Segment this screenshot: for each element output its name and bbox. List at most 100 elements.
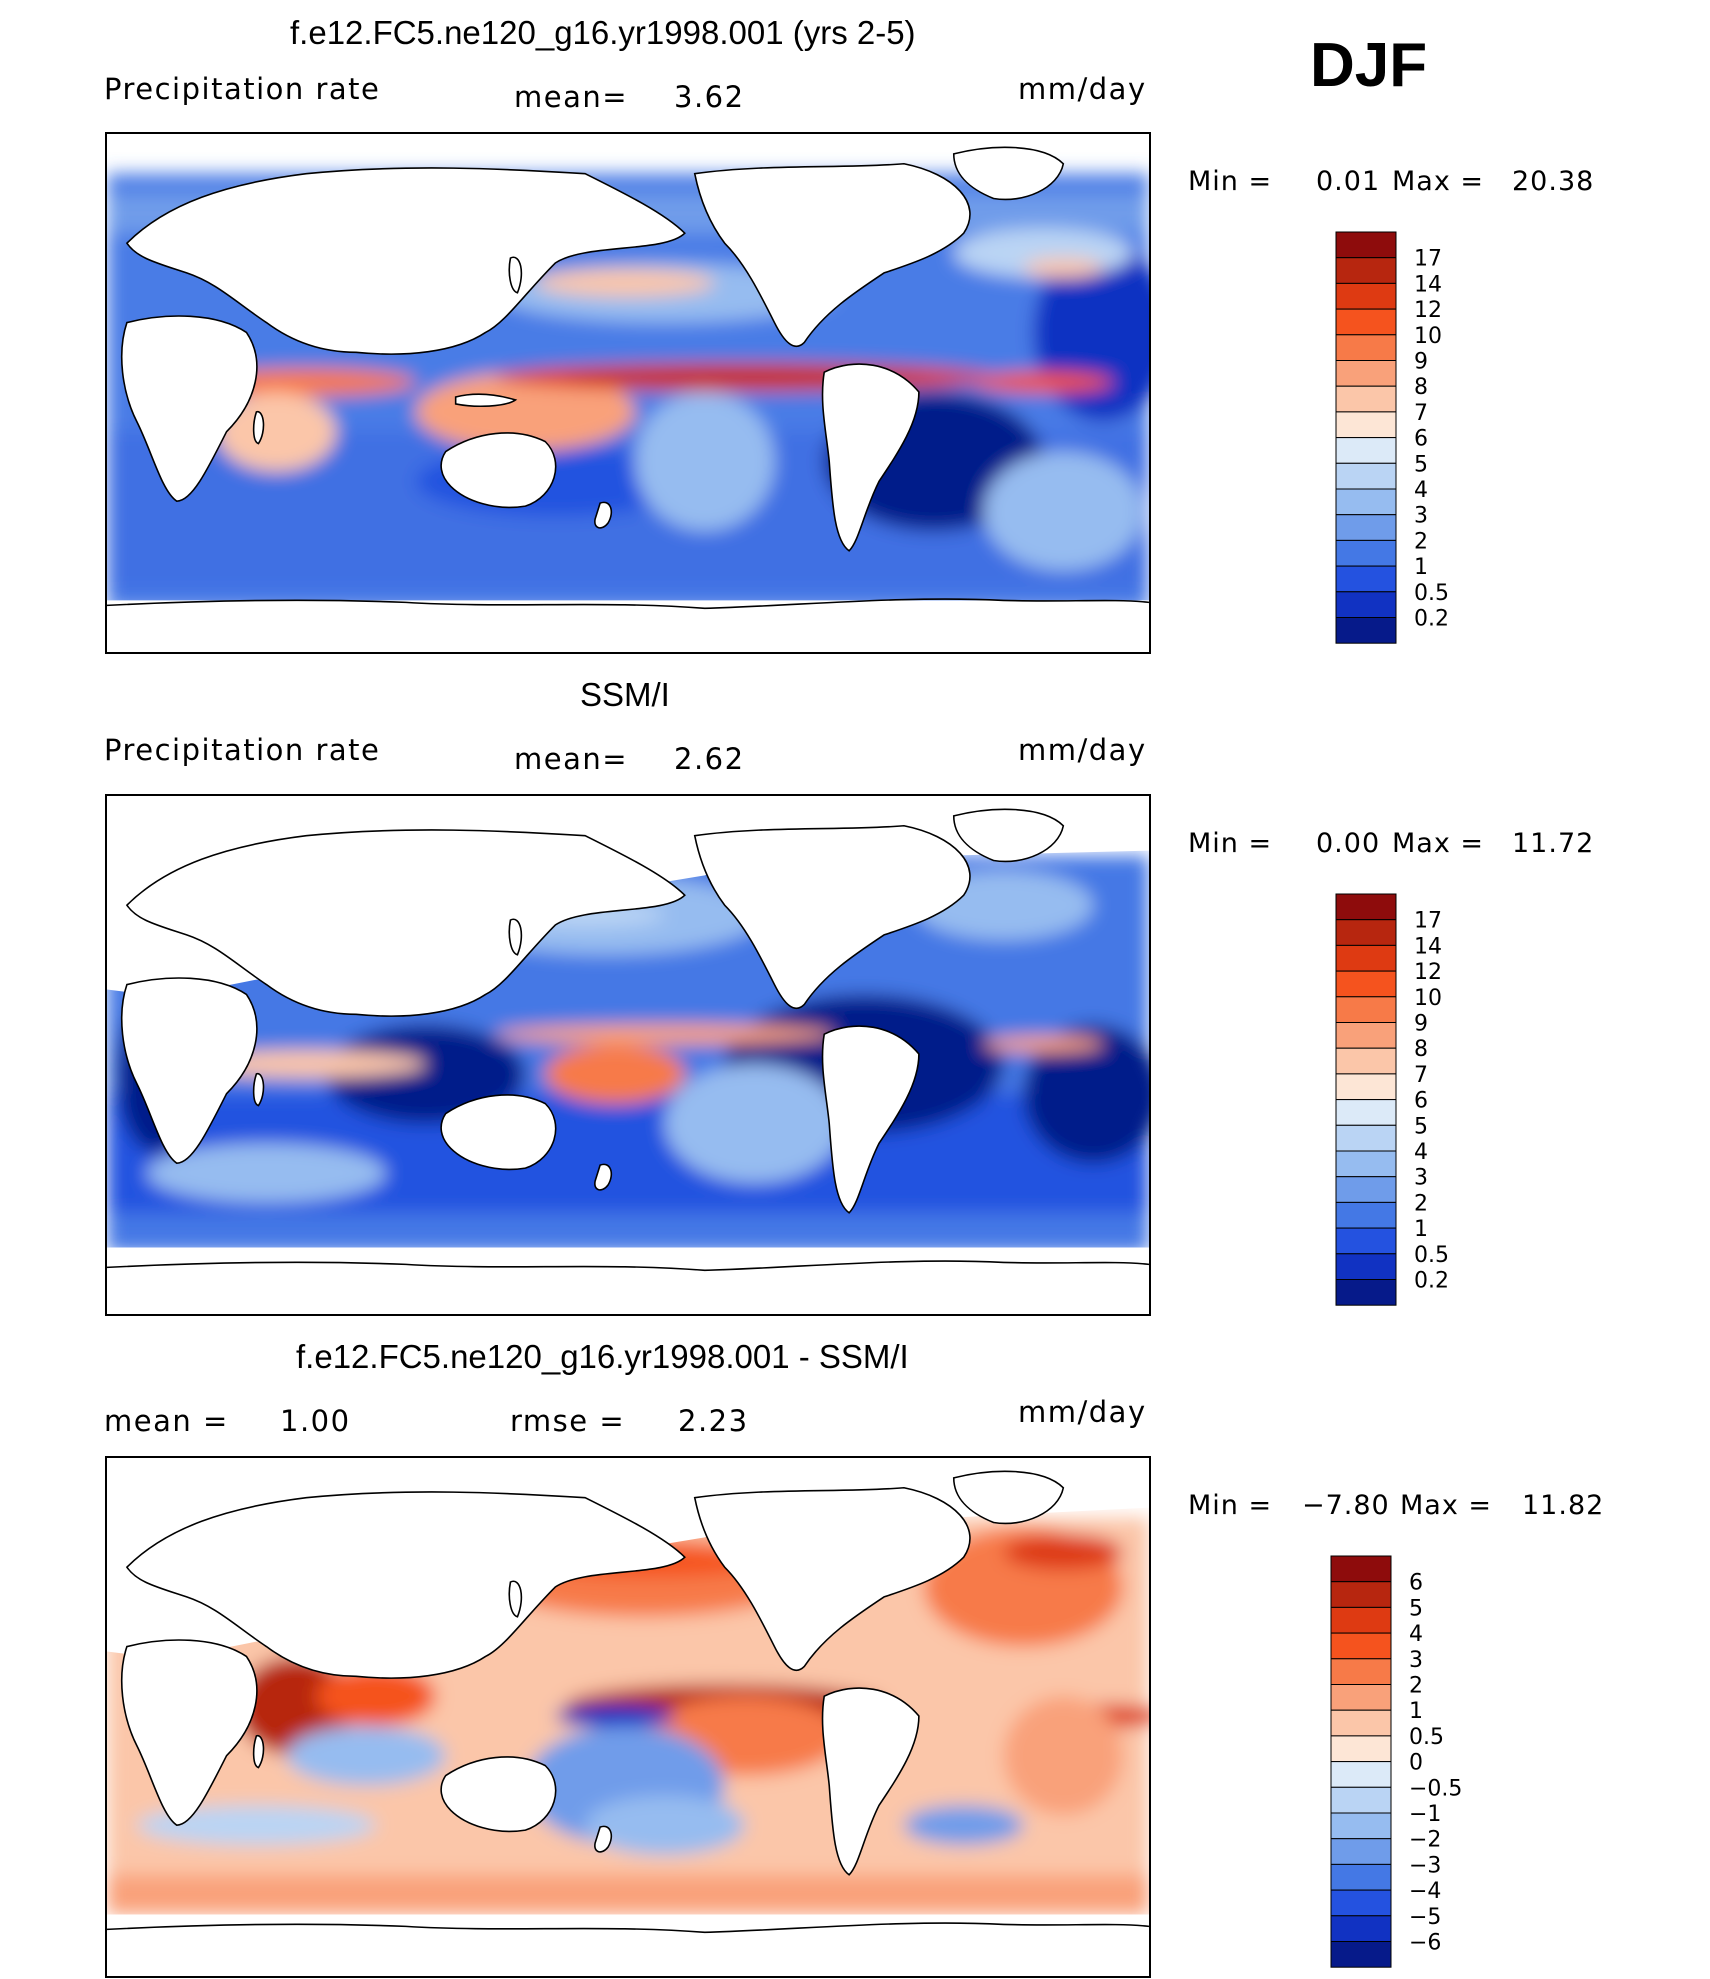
colorbar-tick-label: −0.5 <box>1409 1776 1462 1801</box>
colorbar-swatch <box>1335 1150 1397 1178</box>
colorbar-tick-label: 12 <box>1414 298 1442 323</box>
colorbar-swatch <box>1330 1761 1392 1788</box>
panel1-title: f.e12.FC5.ne120_g16.yr1998.001 (yrs 2-5) <box>290 14 916 51</box>
colorbar-tick-label: 0.5 <box>1414 581 1449 606</box>
colorbar-tick-label: 7 <box>1414 1063 1428 1088</box>
panel3-colorbar: 6 5 4 3 2 1 0.5 0 −0.5 −1 −2 −3 −4 −5 −6 <box>1330 1555 1480 1968</box>
colorbar-tick-label: 1 <box>1414 1217 1428 1242</box>
panel2-mean-value: 2.62 <box>674 742 745 776</box>
colorbar-swatch <box>1335 488 1397 516</box>
colorbar-swatch <box>1335 591 1397 618</box>
colorbar-swatch <box>1330 1786 1392 1814</box>
colorbar-tick-label: 3 <box>1414 504 1428 529</box>
panel2-map-svg <box>107 796 1149 1314</box>
colorbar-tick-label: 1 <box>1409 1699 1423 1724</box>
colorbar-tick-label: 10 <box>1414 324 1442 349</box>
colorbar-swatch <box>1330 1658 1392 1686</box>
panel2-min-label: Min = <box>1188 828 1273 859</box>
panel3-min-value: −7.80 <box>1302 1490 1390 1521</box>
colorbar-swatch <box>1330 1555 1392 1583</box>
colorbar-swatch <box>1335 360 1397 387</box>
colorbar-swatch <box>1330 1632 1392 1660</box>
panel3-map-svg <box>107 1458 1149 1976</box>
panel3-rmse-label: rmse = <box>510 1404 626 1438</box>
panel1-max-value: 20.38 <box>1512 166 1595 197</box>
colorbar-tick-label: 14 <box>1414 934 1442 959</box>
panel3-map <box>105 1456 1151 1978</box>
panel2-map <box>105 794 1151 1316</box>
colorbar-swatch <box>1335 385 1397 413</box>
colorbar-tick-label: 4 <box>1409 1622 1423 1647</box>
panel2-variable-label: Precipitation rate <box>104 733 381 767</box>
panel3-max-value: 11.82 <box>1522 1490 1605 1521</box>
colorbar-tick-label: 6 <box>1414 1089 1428 1114</box>
colorbar-tick-label: −4 <box>1409 1879 1441 1904</box>
panel2-max-label: Max = <box>1392 828 1485 859</box>
panel3-title: f.e12.FC5.ne120_g16.yr1998.001 - SSM/I <box>296 1338 909 1375</box>
colorbar-swatch <box>1335 1201 1397 1229</box>
colorbar-tick-label: 5 <box>1409 1596 1423 1621</box>
colorbar-tick-label: 9 <box>1414 350 1428 375</box>
colorbar-tick-label: 0.2 <box>1414 1269 1449 1294</box>
colorbar-swatch <box>1335 462 1397 490</box>
colorbar-swatch <box>1335 893 1397 921</box>
colorbar-tick-label: 1 <box>1414 555 1428 580</box>
colorbar-swatch <box>1335 282 1397 310</box>
colorbar-swatch <box>1335 411 1397 439</box>
panel1-mean-label: mean= <box>514 80 629 114</box>
colorbar-tick-label: 17 <box>1414 909 1442 934</box>
colorbar-tick-label: 6 <box>1414 427 1428 452</box>
colorbar-tick-label: 0.2 <box>1414 607 1449 632</box>
colorbar-tick-label: 0 <box>1409 1751 1423 1776</box>
colorbar-tick-label: 4 <box>1414 1140 1428 1165</box>
panel3-rmse-value: 2.23 <box>678 1404 749 1438</box>
colorbar-swatch <box>1330 1889 1392 1917</box>
colorbar-swatch <box>1330 1838 1392 1865</box>
colorbar-swatch <box>1335 1047 1397 1075</box>
colorbar-swatch <box>1330 1941 1392 1968</box>
colorbar-swatch <box>1335 1253 1397 1280</box>
panel1-colorbar: 17 14 12 10 9 8 7 6 5 4 3 2 1 0.5 0.2 <box>1335 231 1475 644</box>
colorbar-tick-label: 8 <box>1414 375 1428 400</box>
colorbar-swatch <box>1335 257 1397 284</box>
panel1-min-label: Min = <box>1188 166 1273 197</box>
colorbar-tick-label: 3 <box>1409 1648 1423 1673</box>
panel2-colorbar: 17 14 12 10 9 8 7 6 5 4 3 2 1 0.5 0.2 <box>1335 893 1475 1306</box>
colorbar-swatch <box>1335 514 1397 541</box>
colorbar-swatch <box>1335 539 1397 567</box>
panel3-units: mm/day <box>1018 1395 1147 1429</box>
panel3-mean-value: 1.00 <box>280 1404 351 1438</box>
colorbar-tick-label: 0.5 <box>1414 1243 1449 1268</box>
colorbar-swatch <box>1335 308 1397 336</box>
colorbar-swatch <box>1335 1176 1397 1203</box>
panel2-mean-label: mean= <box>514 742 629 776</box>
panel1-units: mm/day <box>1018 72 1147 106</box>
season-label: DJF <box>1310 31 1428 100</box>
colorbar-swatch <box>1330 1863 1392 1891</box>
colorbar-swatch <box>1330 1812 1392 1840</box>
panel2-units: mm/day <box>1018 733 1147 767</box>
colorbar-tick-label: 9 <box>1414 1012 1428 1037</box>
colorbar-tick-label: 5 <box>1414 452 1428 477</box>
colorbar-tick-label: 2 <box>1414 1191 1428 1216</box>
colorbar-swatch <box>1335 437 1397 464</box>
colorbar-tick-label: 12 <box>1414 960 1442 985</box>
colorbar-swatch <box>1330 1915 1392 1942</box>
colorbar-swatch <box>1330 1606 1392 1634</box>
colorbar-tick-label: 7 <box>1414 401 1428 426</box>
colorbar-swatch <box>1330 1684 1392 1711</box>
panel3-min-label: Min = <box>1188 1490 1273 1521</box>
colorbar-swatch <box>1335 231 1397 259</box>
colorbar-tick-label: −3 <box>1409 1853 1441 1878</box>
colorbar-swatch <box>1335 1022 1397 1049</box>
colorbar-swatch <box>1335 1124 1397 1152</box>
colorbar-swatch <box>1330 1581 1392 1608</box>
panel3-mean-label: mean = <box>104 1404 229 1438</box>
colorbar-swatch <box>1335 1227 1397 1255</box>
colorbar-swatch <box>1335 919 1397 946</box>
colorbar-swatch <box>1335 1099 1397 1126</box>
colorbar-swatch <box>1335 617 1397 644</box>
colorbar-tick-label: −5 <box>1409 1905 1441 1930</box>
panel1-map <box>105 132 1151 654</box>
panel2-min-value: 0.00 <box>1316 828 1381 859</box>
